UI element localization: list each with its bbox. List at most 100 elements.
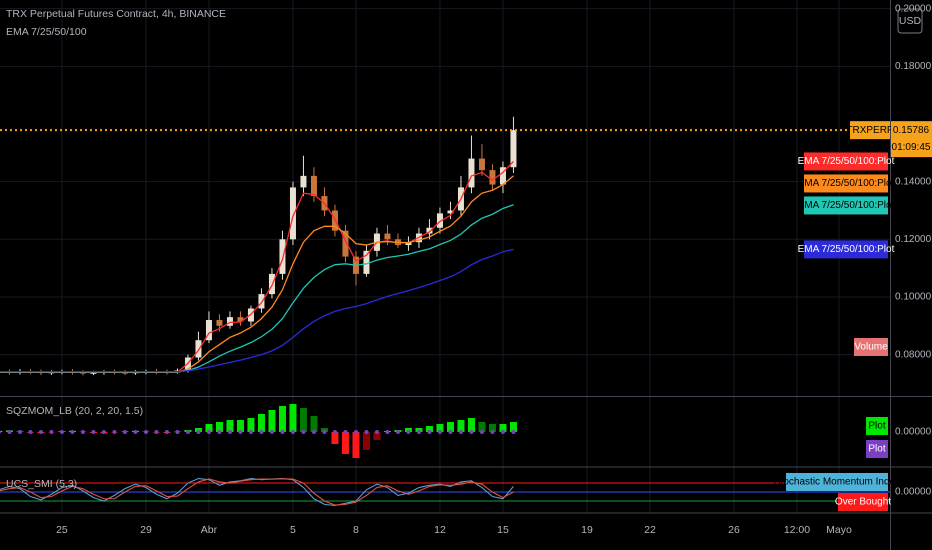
momentum-bar <box>310 416 318 432</box>
squeeze-dot <box>101 430 106 434</box>
candle-body <box>216 320 223 326</box>
legend-entry[interactable]: EMA 7/25/50/100:Plot <box>798 156 895 167</box>
squeeze-dot <box>238 430 243 434</box>
momentum-bar <box>352 432 360 458</box>
x-tick-label: 8 <box>353 524 359 536</box>
x-tick-label: 25 <box>56 524 68 536</box>
candle-body <box>405 242 412 246</box>
symbol-label[interactable]: TRXPERP <box>846 125 894 136</box>
x-tick-label: 15 <box>497 524 509 536</box>
squeeze-dot <box>353 430 358 434</box>
level-label-box[interactable] <box>838 493 888 511</box>
momentum-bar <box>215 422 223 432</box>
squeeze-dot <box>301 430 306 434</box>
squeeze-dot <box>28 430 33 434</box>
momentum-bar <box>268 410 276 432</box>
price-label-box[interactable] <box>891 121 932 158</box>
squeeze-dot <box>437 430 442 434</box>
volume-label[interactable]: Volume <box>854 342 888 353</box>
legend-entry[interactable]: EMA 7/25/50/100:Plot <box>798 200 895 211</box>
level-label[interactable]: Over Bought <box>835 497 891 508</box>
momentum-bar <box>488 424 496 432</box>
legend-entry-box[interactable] <box>804 196 888 215</box>
squeeze-dot <box>280 430 285 434</box>
squeeze-dot <box>49 430 54 434</box>
symbol-label-box[interactable] <box>850 121 890 140</box>
currency[interactable]: USD <box>899 15 922 27</box>
squeeze-dot <box>133 430 138 434</box>
squeeze-dot <box>322 430 327 434</box>
squeeze-dot <box>122 430 127 434</box>
squeeze-dot <box>217 430 222 434</box>
candle-body <box>121 372 128 374</box>
x-tick-label: 12 <box>434 524 446 536</box>
legend-entry[interactable]: Plot <box>868 444 885 455</box>
squeeze-dot <box>227 430 232 434</box>
squeeze-dot <box>416 430 421 434</box>
squeeze-dot <box>175 430 180 434</box>
legend-entry-box[interactable] <box>786 473 888 491</box>
squeeze-dot <box>0 430 1 434</box>
legend-entry-box[interactable] <box>804 240 888 259</box>
candle-body <box>468 158 475 188</box>
x-tick-label: 12:00 <box>784 524 810 536</box>
y-tick-label: 0.12000 <box>895 234 932 245</box>
indicator-title: UCS_SMI (5,3) <box>6 478 77 490</box>
squeeze-dot <box>490 430 495 434</box>
y-tick-label: 0.14000 <box>895 176 932 187</box>
x-tick-label: 26 <box>728 524 740 536</box>
momentum-bar <box>373 432 381 440</box>
squeeze-dot <box>248 430 253 434</box>
squeeze-dot <box>206 430 211 434</box>
momentum-bar <box>446 422 454 432</box>
momentum-bar <box>425 426 433 432</box>
squeeze-dot <box>269 430 274 434</box>
momentum-bar <box>257 414 265 432</box>
squeeze-dot <box>70 430 75 434</box>
candle-body <box>489 170 496 185</box>
candle-body <box>237 317 244 322</box>
legend-entry[interactable]: Plot <box>868 421 885 432</box>
x-tick-label: 29 <box>140 524 152 536</box>
squeeze-dot <box>448 430 453 434</box>
candle-body <box>363 250 370 274</box>
squeeze-dot <box>17 430 22 434</box>
squeeze-dot <box>458 430 463 434</box>
momentum-bar <box>299 408 307 432</box>
squeeze-dot <box>290 430 295 434</box>
legend-entry[interactable]: EMA 7/25/50/100:Plot <box>798 178 895 189</box>
squeeze-dot <box>479 430 484 434</box>
candle-body <box>279 239 286 274</box>
momentum-bar <box>499 424 507 432</box>
momentum-bar <box>205 424 213 432</box>
currency-box[interactable] <box>897 8 923 34</box>
x-tick-label: 22 <box>644 524 656 536</box>
momentum-bar <box>509 422 517 432</box>
momentum-bar <box>226 420 234 432</box>
candle-body <box>289 187 296 240</box>
squeeze-pane <box>0 404 517 458</box>
legend-entry[interactable]: EMA 7/25/50/100:Plot <box>798 244 895 255</box>
candle-body <box>90 372 97 374</box>
ema-line <box>0 248 514 373</box>
squeeze-dot <box>154 430 159 434</box>
legend-entry-box[interactable] <box>804 174 888 193</box>
squeeze-dot <box>185 430 190 434</box>
momentum-bar <box>0 431 3 432</box>
momentum-bar <box>457 420 465 432</box>
squeeze-dot <box>469 430 474 434</box>
squeeze-dot <box>80 430 85 434</box>
squeeze-dot <box>427 430 432 434</box>
legend-entry-box[interactable] <box>866 440 888 458</box>
candle-body <box>436 213 443 228</box>
legend-entry[interactable]: Stochastic Momentum Index <box>774 477 900 488</box>
candle-body <box>310 175 317 197</box>
legend-entry-box[interactable] <box>866 417 888 435</box>
legend-entry-box[interactable] <box>804 152 888 171</box>
candle-body <box>79 372 86 374</box>
x-tick-label: Mayo <box>826 524 852 536</box>
volume-label-box[interactable] <box>854 338 888 356</box>
momentum-bar <box>467 418 475 432</box>
squeeze-dot <box>500 430 505 434</box>
